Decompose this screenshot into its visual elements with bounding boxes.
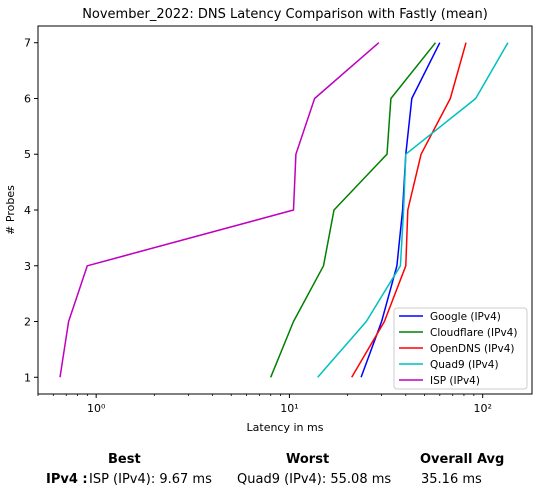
legend: Google (IPv4) Cloudflare (IPv4) OpenDNS (I… [393,307,528,390]
x-tick-label: 10⁰ [87,402,106,415]
y-tick-label: 4 [24,204,31,217]
y-tick-label: 1 [24,371,31,384]
y-tick-label: 5 [24,148,31,161]
overall-avg-value: 35.16 ms [421,472,482,487]
worst-header: Worst [286,452,330,467]
series-line-isp-ipv4 [59,42,380,378]
x-axis-label: Latency in ms [247,421,324,434]
series-line-cloudflare-ipv4 [270,42,437,378]
series-line-google-ipv4 [360,42,441,378]
chart-title: November_2022: DNS Latency Comparison wi… [82,7,488,22]
series-lines [59,42,509,378]
legend-box [393,307,528,390]
y-axis-label: # Probes [4,185,17,235]
worst-value: Quad9 (IPv4): 55.08 ms [237,472,392,487]
legend-label: Cloudflare (IPv4) [430,327,517,339]
legend-label: Quad9 (IPv4) [430,359,499,371]
legend-label: OpenDNS (IPv4) [430,343,515,355]
overall-avg-header: Overall Avg [420,452,505,467]
y-tick-label: 6 [24,92,31,105]
y-tick-label: 2 [24,316,31,329]
series-line-opendns-ipv4 [351,42,467,378]
legend-label: Google (IPv4) [430,311,501,323]
ipv4-row-label: IPv4 : [46,472,88,487]
axis-ticks: 10⁰ 10¹ 10² 1 2 3 4 5 6 7 [24,37,492,415]
series-line-quad9-ipv4 [317,42,509,378]
y-tick-label: 7 [24,37,31,50]
x-tick-label: 10¹ [280,402,298,415]
legend-label: ISP (IPv4) [430,375,480,387]
best-value: ISP (IPv4): 9.67 ms [89,472,212,487]
y-tick-label: 3 [24,260,31,273]
latency-chart: November_2022: DNS Latency Comparison wi… [4,7,533,434]
x-tick-label: 10² [473,402,491,415]
best-header: Best [108,452,141,467]
